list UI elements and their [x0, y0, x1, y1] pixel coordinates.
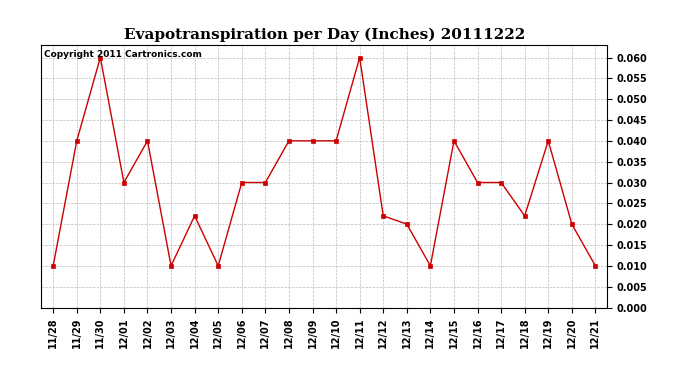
Title: Evapotranspiration per Day (Inches) 20111222: Evapotranspiration per Day (Inches) 2011…: [124, 28, 525, 42]
Text: Copyright 2011 Cartronics.com: Copyright 2011 Cartronics.com: [44, 50, 202, 59]
